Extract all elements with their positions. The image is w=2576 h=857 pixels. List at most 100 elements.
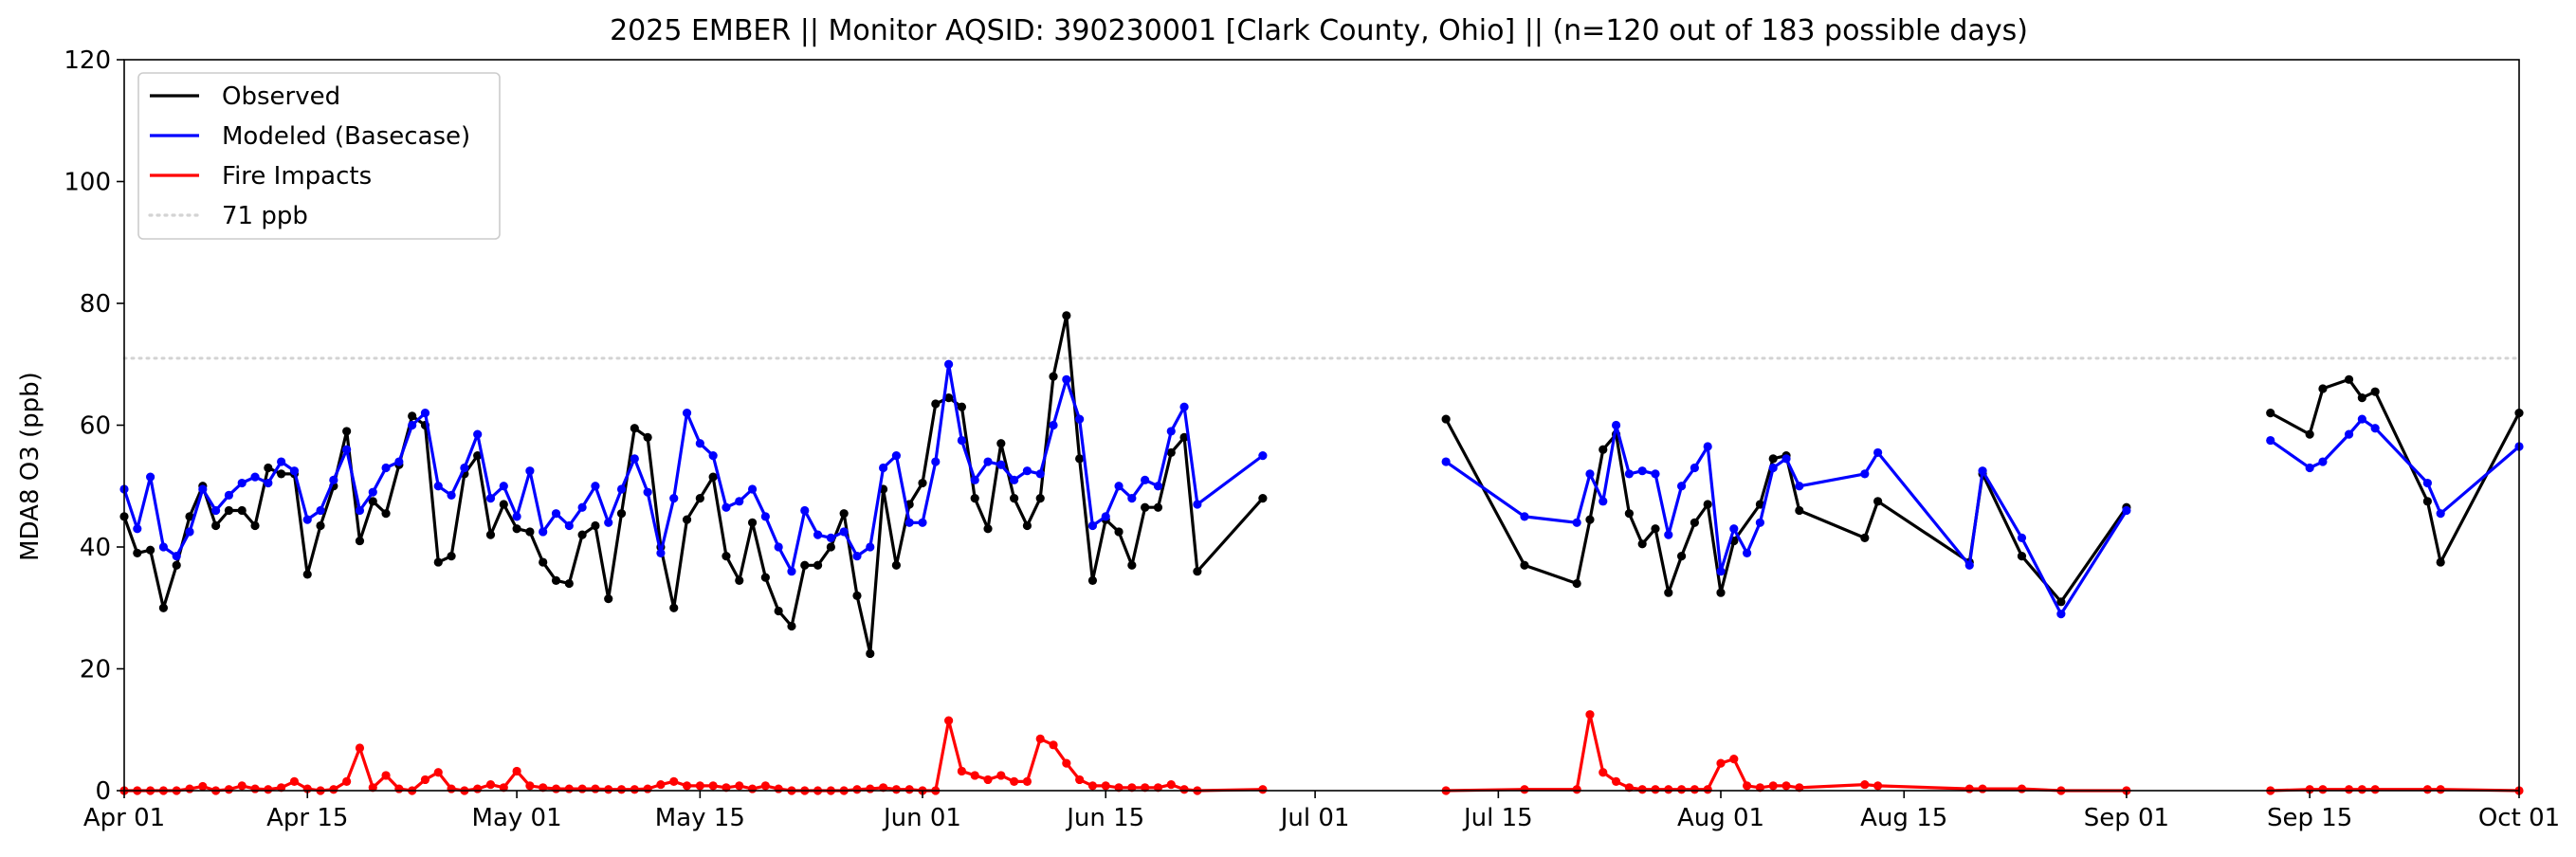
data-point-modeled-basecase (813, 530, 823, 539)
data-point-modeled-basecase (866, 542, 875, 552)
x-tick-label: Apr 01 (83, 804, 165, 832)
data-point-observed (1141, 502, 1150, 512)
data-point-modeled-basecase (420, 409, 430, 418)
data-point-modeled-basecase (539, 527, 548, 537)
data-point-observed (944, 392, 954, 403)
data-point-modeled-basecase (1153, 482, 1163, 491)
data-point-observed (433, 557, 443, 567)
data-point-modeled-basecase (1141, 475, 1150, 484)
data-point-modeled-basecase (878, 463, 888, 473)
data-point-modeled-basecase (1676, 482, 1687, 491)
data-point-observed (1127, 560, 1137, 570)
x-tick-label: Oct 01 (2478, 804, 2560, 832)
data-point-fire-impacts (1690, 785, 1699, 794)
data-point-fire-impacts (2422, 785, 2432, 794)
data-point-observed (551, 575, 561, 585)
data-point-modeled-basecase (1062, 374, 1071, 384)
x-tick-label: May 15 (655, 804, 745, 832)
data-point-fire-impacts (329, 785, 338, 794)
data-point-observed (852, 591, 862, 601)
data-point-modeled-basecase (1520, 512, 1529, 521)
data-point-fire-impacts (1049, 740, 1058, 750)
data-point-modeled-basecase (1729, 524, 1739, 534)
data-point-modeled-basecase (918, 518, 927, 527)
data-point-modeled-basecase (277, 457, 286, 466)
data-point-observed (211, 520, 221, 531)
data-point-modeled-basecase (722, 502, 731, 512)
data-point-modeled-basecase (1873, 447, 1883, 458)
data-point-modeled-basecase (2370, 424, 2380, 433)
y-tick-label: 100 (64, 169, 111, 197)
data-point-observed (381, 509, 391, 519)
data-point-fire-impacts (1166, 779, 1176, 790)
y-tick-label: 80 (80, 290, 111, 319)
data-point-observed (237, 505, 247, 516)
data-point-observed (891, 560, 901, 570)
data-point-fire-impacts (485, 779, 496, 790)
data-point-observed (2266, 409, 2275, 418)
data-point-observed (539, 557, 548, 567)
data-point-modeled-basecase (2357, 414, 2366, 424)
data-point-modeled-basecase (264, 478, 273, 488)
data-point-fire-impacts (1022, 776, 1032, 786)
data-point-fire-impacts (1010, 776, 1019, 786)
data-point-modeled-basecase (682, 409, 692, 418)
data-point-observed (996, 439, 1006, 448)
data-point-fire-impacts (1258, 785, 1268, 794)
data-point-modeled-basecase (2436, 509, 2445, 519)
data-point-modeled-basecase (983, 457, 993, 466)
data-point-fire-impacts (944, 716, 954, 725)
x-tick-label: Apr 15 (266, 804, 348, 832)
legend: Observed Modeled (Basecase) Fire Impacts 71… (137, 72, 501, 240)
data-point-observed (408, 411, 417, 421)
data-point-observed (1755, 500, 1765, 509)
plot-area: 0 20 40 60 80 100 120 Apr 01 Apr 15 May 01 May 15 J… (64, 46, 2560, 832)
data-point-fire-impacts (539, 783, 548, 793)
data-point-modeled-basecase (158, 542, 169, 552)
data-point-observed (316, 520, 325, 531)
x-tick-label: Aug 15 (1860, 804, 1947, 832)
data-point-modeled-basecase (433, 482, 443, 491)
data-point-observed (172, 560, 181, 570)
data-point-observed (1703, 500, 1712, 509)
data-point-fire-impacts (669, 776, 679, 786)
data-point-fire-impacts (1520, 785, 1529, 794)
data-point-modeled-basecase (957, 435, 967, 446)
data-point-observed (512, 524, 521, 534)
data-point-observed (158, 603, 169, 612)
data-point-fire-impacts (355, 743, 365, 753)
data-point-modeled-basecase (1768, 463, 1778, 473)
data-point-observed (264, 463, 273, 473)
data-point-modeled-basecase (2056, 610, 2066, 619)
data-point-observed (1599, 445, 1608, 454)
data-point-modeled-basecase (172, 552, 181, 561)
data-point-observed (1010, 494, 1019, 503)
data-point-modeled-basecase (1781, 454, 1791, 464)
data-point-observed (355, 536, 365, 546)
data-point-fire-impacts (564, 784, 574, 793)
data-point-observed (2318, 384, 2328, 393)
data-point-observed (1520, 560, 1529, 570)
data-point-fire-impacts (577, 784, 587, 793)
data-point-modeled-basecase (525, 466, 535, 476)
data-point-observed (787, 621, 796, 631)
data-point-modeled-basecase (1049, 420, 1058, 430)
data-point-modeled-basecase (2344, 429, 2354, 439)
data-point-observed (1114, 527, 1124, 537)
data-point-observed (983, 524, 993, 534)
data-point-observed (826, 542, 835, 552)
data-point-observed (1153, 502, 1163, 512)
x-tick-label: Jun 01 (882, 804, 961, 832)
data-point-modeled-basecase (1193, 500, 1202, 509)
data-point-observed (2305, 429, 2314, 439)
data-point-observed (722, 552, 731, 561)
data-point-fire-impacts (1743, 781, 1752, 791)
data-point-modeled-basecase (708, 451, 718, 461)
data-point-fire-impacts (1755, 783, 1765, 793)
data-point-observed (800, 560, 810, 570)
data-point-modeled-basecase (616, 484, 627, 494)
data-point-observed (564, 578, 574, 589)
data-point-fire-impacts (420, 775, 430, 785)
